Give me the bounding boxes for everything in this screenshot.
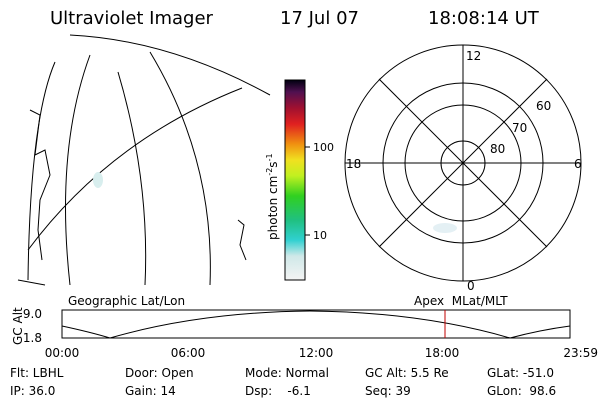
orbit-right-title: Apex MLat/MLT	[414, 294, 508, 308]
orbit-curve	[61, 310, 571, 339]
mlt-label: 0	[467, 279, 475, 293]
map-line	[27, 87, 243, 251]
map-line	[69, 34, 271, 96]
orbit-y-tick-label: 9.0	[23, 307, 42, 321]
orbit-x-tick-label: 23:59	[563, 346, 598, 360]
status-field: GLon: 98.6	[487, 384, 556, 398]
status-field: IP: 36.0	[10, 384, 55, 398]
orbit-x-tick-label: 06:00	[171, 346, 206, 360]
status-field: Dsp: -6.1	[245, 384, 311, 398]
colorbar-unit: photon cm-2s-1	[265, 153, 280, 240]
geo-map	[17, 34, 271, 286]
orbit-plot: Geographic Lat/Lon Apex MLat/MLT GC Alt …	[11, 294, 598, 360]
orbit-x-tick-label: 18:00	[425, 346, 460, 360]
orbit-y-tick-label: 1.8	[23, 331, 42, 345]
status-field: Mode: Normal	[245, 366, 329, 380]
mlat-label: 70	[512, 121, 527, 135]
mlt-label: 6	[574, 157, 582, 171]
status-field: Door: Open	[125, 366, 194, 380]
coastline	[29, 109, 51, 261]
map-line	[149, 51, 211, 286]
status-field: Flt: LBHL	[10, 366, 64, 380]
orbit-left-title: Geographic Lat/Lon	[68, 294, 185, 308]
status: Flt: LBHL Door: Open Mode: Normal GC Alt…	[10, 366, 556, 398]
date: 17 Jul 07	[280, 8, 359, 29]
map-line	[17, 279, 46, 286]
orbit-axis-label: GC Alt	[11, 307, 25, 345]
map-line	[65, 54, 91, 286]
colorbar-scale	[284, 79, 306, 281]
colorbar-tick-label: 10	[313, 229, 327, 242]
mlat-label: 60	[536, 99, 551, 113]
status-field: Seq: 39	[365, 384, 411, 398]
orbit-frame	[61, 309, 571, 339]
polar-plot: 12 18 6 0 60 70 80	[344, 44, 582, 293]
colorbar-tick-label: 100	[313, 141, 334, 154]
header: Ultraviolet Imager 17 Jul 07 18:08:14 UT	[50, 8, 540, 29]
map-line	[117, 71, 147, 286]
orbit-x-tick-label: 00:00	[45, 346, 80, 360]
mlt-label: 12	[466, 49, 481, 63]
colorbar: 100 10 photon cm-2s-1	[265, 79, 334, 281]
mlt-line	[378, 78, 548, 248]
status-field: Gain: 14	[125, 384, 176, 398]
status-field: GLat: -51.0	[487, 366, 554, 380]
time: 18:08:14 UT	[428, 8, 540, 29]
mlt-label: 18	[346, 157, 361, 171]
aurora-patch	[433, 223, 457, 233]
map-line	[27, 61, 56, 281]
aurora-patch	[93, 172, 103, 188]
mlat-label: 80	[490, 142, 505, 156]
title: Ultraviolet Imager	[50, 8, 214, 29]
coastline	[237, 219, 247, 261]
orbit-x-tick-label: 12:00	[299, 346, 334, 360]
status-field: GC Alt: 5.5 Re	[365, 366, 449, 380]
